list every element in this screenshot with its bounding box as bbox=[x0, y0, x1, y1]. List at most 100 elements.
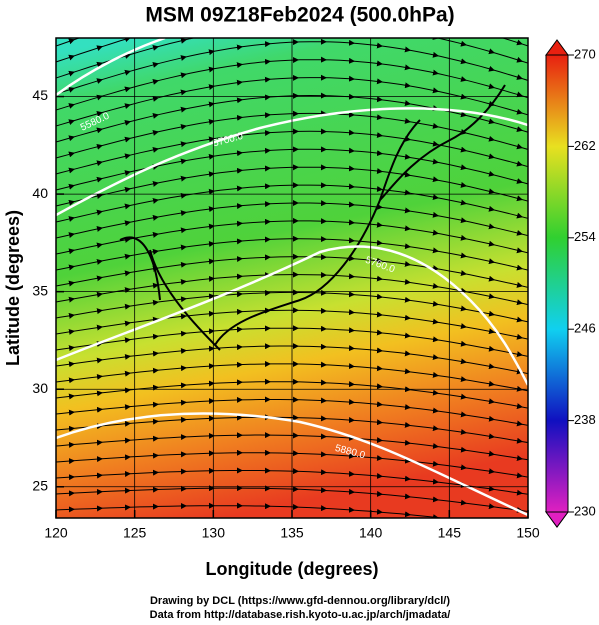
stream-arrow bbox=[432, 300, 439, 307]
credit: Drawing by DCL (https://www.gfd-dennou.o… bbox=[150, 595, 450, 607]
stream-arrow bbox=[432, 211, 439, 218]
stream-arrow bbox=[488, 153, 495, 160]
stream-arrow bbox=[68, 54, 75, 61]
x-tick-label: 120 bbox=[44, 525, 68, 541]
stream-arrow bbox=[96, 61, 103, 68]
stream-arrow bbox=[124, 186, 131, 193]
stream-arrow bbox=[516, 489, 523, 496]
stream-arrow bbox=[68, 248, 75, 255]
stream-arrow bbox=[432, 51, 439, 58]
stream-arrow bbox=[490, 34, 494, 35]
stream-arrow bbox=[462, 538, 466, 539]
stream-arrow bbox=[124, 236, 131, 243]
stream-arrow bbox=[516, 351, 523, 358]
stream-arrow bbox=[126, 4, 130, 5]
colorbar-tick-label: 262 bbox=[574, 138, 596, 153]
x-tick-label: 145 bbox=[438, 525, 462, 541]
title: MSM 09Z18Feb2024 (500.0hPa) bbox=[145, 4, 454, 27]
stream-arrow bbox=[96, 373, 103, 380]
stream-arrow bbox=[488, 485, 495, 492]
x-tick-label: 135 bbox=[280, 525, 304, 541]
stream-arrow bbox=[96, 143, 103, 150]
stream-arrow bbox=[488, 398, 495, 405]
stream-arrow bbox=[460, 517, 467, 518]
streamline bbox=[56, 399, 528, 426]
stream-arrow bbox=[460, 234, 467, 241]
stream-arrow bbox=[488, 170, 495, 177]
stream-arrow bbox=[96, 45, 103, 51]
stream-arrow bbox=[432, 247, 439, 254]
stream-arrow bbox=[516, 160, 523, 167]
colorbar-tick-label: 246 bbox=[574, 321, 596, 336]
streamline bbox=[56, 327, 528, 357]
stream-arrow bbox=[432, 194, 439, 200]
streamline bbox=[56, 470, 528, 495]
streamline bbox=[56, 238, 528, 271]
stream-arrow bbox=[68, 312, 75, 319]
stream-arrow bbox=[236, 62, 243, 69]
stream-arrow bbox=[236, 79, 243, 86]
stream-arrow bbox=[180, 55, 187, 61]
stream-arrow bbox=[124, 303, 131, 310]
stream-arrow bbox=[404, 350, 411, 357]
stream-arrow bbox=[152, 197, 159, 204]
stream-arrow bbox=[516, 195, 523, 202]
stream-arrow bbox=[460, 305, 467, 312]
stream-arrow bbox=[488, 328, 495, 335]
stream-arrow bbox=[96, 258, 103, 265]
streamline bbox=[56, 59, 528, 111]
stream-arrow bbox=[68, 199, 75, 206]
stream-arrow bbox=[460, 376, 467, 383]
stream-arrow bbox=[180, 141, 187, 148]
stream-arrow bbox=[96, 275, 103, 282]
stream-arrow bbox=[460, 93, 467, 100]
stream-arrow bbox=[180, 227, 187, 234]
stream-arrow bbox=[124, 170, 131, 176]
stream-arrow bbox=[488, 135, 495, 142]
stream-arrow bbox=[488, 258, 495, 265]
stream-arrow bbox=[96, 209, 103, 216]
stream-arrow bbox=[404, 46, 411, 53]
stream-arrow bbox=[180, 38, 187, 44]
stream-arrow bbox=[432, 389, 439, 396]
colorbar bbox=[545, 54, 569, 513]
stream-arrow bbox=[180, 72, 187, 79]
stream-arrow bbox=[376, 60, 383, 67]
stream-arrow bbox=[152, 45, 159, 51]
stream-arrow bbox=[460, 217, 467, 224]
stream-arrow bbox=[404, 82, 411, 89]
stream-arrow bbox=[432, 371, 439, 378]
stream-arrow bbox=[96, 291, 103, 298]
stream-arrow bbox=[516, 264, 523, 271]
stream-arrow bbox=[432, 318, 439, 325]
stream-arrow bbox=[124, 86, 131, 93]
y-tick-label: 40 bbox=[32, 185, 48, 201]
stream-arrow bbox=[518, 545, 522, 546]
stream-arrow bbox=[68, 70, 75, 77]
stream-arrow bbox=[516, 126, 523, 132]
stream-arrow bbox=[490, 17, 494, 18]
stream-arrow bbox=[68, 151, 75, 158]
stream-arrow bbox=[516, 229, 523, 236]
stream-arrow bbox=[96, 308, 103, 315]
streamline bbox=[56, 41, 528, 95]
y-tick-label: 45 bbox=[32, 87, 48, 103]
stream-arrow bbox=[516, 455, 523, 461]
colorbar-tick-label: 238 bbox=[574, 412, 596, 427]
streamline bbox=[56, 94, 528, 143]
stream-arrow bbox=[488, 65, 495, 72]
stream-arrow bbox=[96, 111, 103, 117]
stream-arrow bbox=[124, 136, 131, 143]
streamline bbox=[56, 77, 528, 127]
stream-arrow bbox=[152, 316, 159, 323]
stream-arrow bbox=[96, 390, 103, 397]
stream-arrow bbox=[126, 21, 130, 22]
streamline bbox=[56, 148, 528, 191]
stream-arrow bbox=[70, 24, 74, 26]
stream-arrow bbox=[68, 361, 75, 368]
x-axis-label: Longitude (degrees) bbox=[205, 559, 378, 579]
stream-arrow bbox=[460, 199, 467, 206]
stream-arrow bbox=[460, 270, 467, 277]
stream-arrow bbox=[96, 160, 103, 167]
stream-arrow bbox=[460, 76, 467, 82]
